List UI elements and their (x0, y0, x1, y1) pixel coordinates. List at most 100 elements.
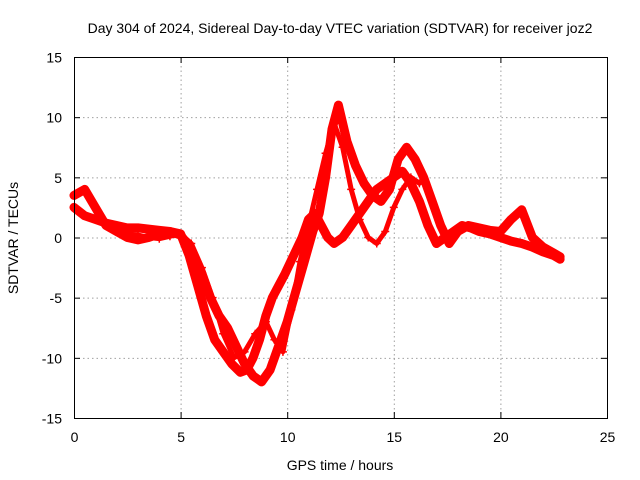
y-tick-label: -10 (42, 350, 62, 366)
x-tick-label: 5 (177, 429, 185, 445)
data-point (80, 211, 89, 220)
data-point (202, 311, 211, 320)
data-point (155, 234, 164, 243)
data-point (101, 221, 110, 230)
data-point (330, 119, 339, 128)
data-point (432, 239, 441, 248)
data-point (321, 173, 330, 182)
data-point (287, 305, 296, 314)
data-point (423, 221, 432, 230)
data-point (266, 365, 275, 374)
data-point (398, 185, 407, 194)
series-track-c (112, 119, 424, 362)
data-point (165, 232, 174, 241)
data-point (323, 233, 332, 242)
data-point (278, 347, 287, 356)
x-axis-label: GPS time / hours (287, 457, 394, 473)
data-point (274, 281, 283, 290)
data-point (381, 227, 390, 236)
data-point (249, 371, 258, 380)
data-point (91, 203, 100, 212)
data-point (475, 223, 484, 232)
y-axis-label: SDTVAR / TECUs (5, 182, 21, 294)
data-point (304, 221, 313, 230)
data-point (549, 249, 558, 258)
data-point (517, 205, 526, 214)
data-point (112, 227, 121, 236)
data-point (428, 197, 437, 206)
data-point (295, 257, 304, 266)
chart-title: Day 304 of 2024, Sidereal Day-to-day VTE… (88, 20, 593, 36)
data-point (187, 239, 196, 248)
data-point (385, 185, 394, 194)
data-point (197, 263, 206, 272)
x-tick-label: 20 (493, 429, 509, 445)
data-point (240, 359, 249, 368)
data-point (517, 239, 526, 248)
data-point (249, 353, 258, 362)
data-point (364, 233, 373, 242)
y-tick-label: 15 (46, 50, 62, 66)
data-point (227, 359, 236, 368)
data-point (364, 197, 373, 206)
data-point (355, 215, 364, 224)
data-point (144, 225, 153, 234)
x-tick-label: 0 (71, 429, 79, 445)
y-tick-label: -5 (50, 290, 63, 306)
data-point (485, 226, 494, 235)
data-point (208, 293, 217, 302)
data-point (556, 252, 565, 261)
data-point (368, 191, 377, 200)
data-point (445, 239, 454, 248)
data-point (240, 347, 249, 356)
data-point (338, 233, 347, 242)
data-point (528, 243, 537, 252)
data-point (402, 143, 411, 152)
data-point (406, 173, 415, 182)
x-tick-label: 25 (600, 429, 616, 445)
data-point (133, 223, 142, 232)
data-point (394, 155, 403, 164)
data-point (330, 239, 339, 248)
data-point (270, 335, 279, 344)
data-point (507, 237, 516, 246)
data-point (261, 317, 270, 326)
data-point (281, 269, 290, 278)
data-point (255, 335, 264, 344)
data-point (210, 335, 219, 344)
data-point (415, 179, 424, 188)
data-point (133, 231, 142, 240)
data-point (144, 233, 153, 242)
data-point (232, 341, 241, 350)
data-point (219, 347, 228, 356)
y-tick-label: 10 (46, 110, 62, 126)
data-point (372, 185, 381, 194)
data-point (257, 377, 266, 386)
data-point (176, 229, 185, 238)
data-point (251, 329, 260, 338)
data-point (528, 233, 537, 242)
data-point (338, 143, 347, 152)
data-point (123, 229, 132, 238)
data-point (334, 101, 343, 110)
data-point (289, 251, 298, 260)
data-point (347, 221, 356, 230)
data-point (496, 227, 505, 236)
data-point (507, 215, 516, 224)
data-point (351, 161, 360, 170)
data-point (342, 137, 351, 146)
data-point (347, 185, 356, 194)
data-point (389, 203, 398, 212)
data-point (377, 197, 386, 206)
data-point (398, 167, 407, 176)
x-tick-label: 10 (280, 429, 296, 445)
data-point (315, 209, 324, 218)
ticks: 0 5 10 15 20 25 -15 -10 -5 0 5 10 15 (42, 50, 616, 446)
data-point (313, 185, 322, 194)
y-tick-label: 0 (54, 230, 62, 246)
data-point (359, 179, 368, 188)
data-point (229, 353, 238, 362)
x-tick-label: 15 (387, 429, 403, 445)
